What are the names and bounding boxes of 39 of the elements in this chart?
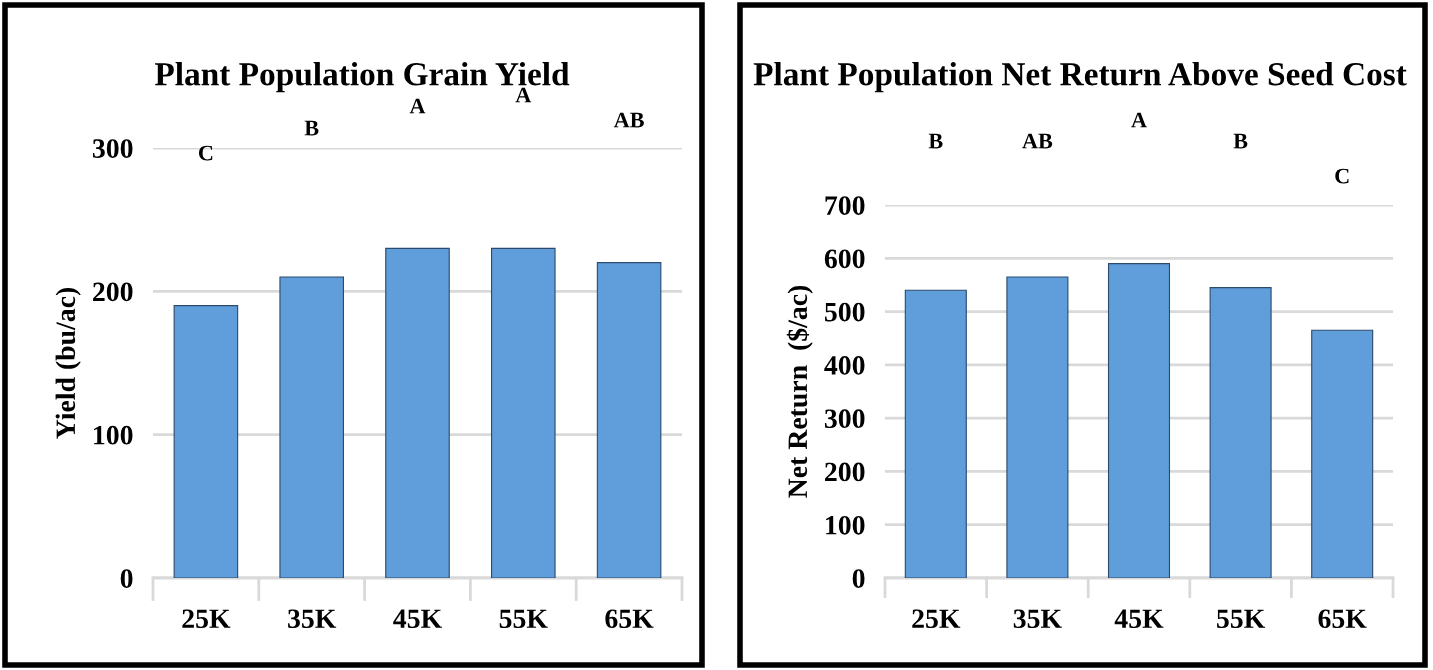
x-tick-label: 55K — [499, 609, 548, 629]
y-tick-label: 0 — [852, 569, 865, 588]
y-axis-title: Yield (bu/ac) — [55, 287, 81, 439]
x-tick-label: 65K — [1318, 609, 1367, 629]
y-tick-label: 200 — [93, 282, 133, 302]
bar — [1311, 329, 1374, 578]
bar — [1107, 263, 1171, 578]
x-tick-label: 45K — [1114, 609, 1164, 629]
text: C — [1335, 168, 1349, 184]
y-tick-label: 600 — [824, 249, 865, 269]
text: AB — [613, 112, 644, 128]
y-tick-label: 0 — [120, 569, 133, 588]
text: AB — [1022, 133, 1053, 149]
y-tick-label: 100 — [94, 425, 133, 445]
text: A — [1131, 112, 1147, 128]
chart-title: Plant Population Net Return Above Seed Cost — [753, 62, 1407, 93]
y-tick-label: 100 — [826, 515, 865, 535]
x-tick-label: 35K — [1013, 609, 1062, 629]
text: B — [928, 133, 943, 149]
x-tick-label: 65K — [605, 609, 654, 629]
x-tick-label: 55K — [1217, 609, 1266, 629]
y-tick-label: 300 — [824, 409, 865, 429]
text: B — [1233, 133, 1248, 149]
text: A — [409, 98, 426, 114]
bar — [904, 289, 967, 578]
annotation: C — [198, 145, 213, 161]
y-axis-title: Net Return ($/ac) — [786, 285, 813, 498]
y-tick-label: 400 — [824, 356, 865, 375]
bar — [1209, 287, 1272, 578]
text: B — [304, 120, 319, 136]
y-tick-label: 500 — [825, 302, 865, 322]
x-tick-label: 45K — [393, 609, 442, 629]
y-tick-label: 200 — [825, 462, 865, 482]
y-tick-label: 300 — [92, 139, 133, 158]
y-tick-label: 700 — [825, 196, 865, 215]
x-tick-label: 35K — [288, 609, 337, 629]
x-tick-label: 25K — [182, 609, 231, 629]
x-tick-label: 25K — [912, 609, 961, 629]
bar — [1006, 276, 1069, 578]
